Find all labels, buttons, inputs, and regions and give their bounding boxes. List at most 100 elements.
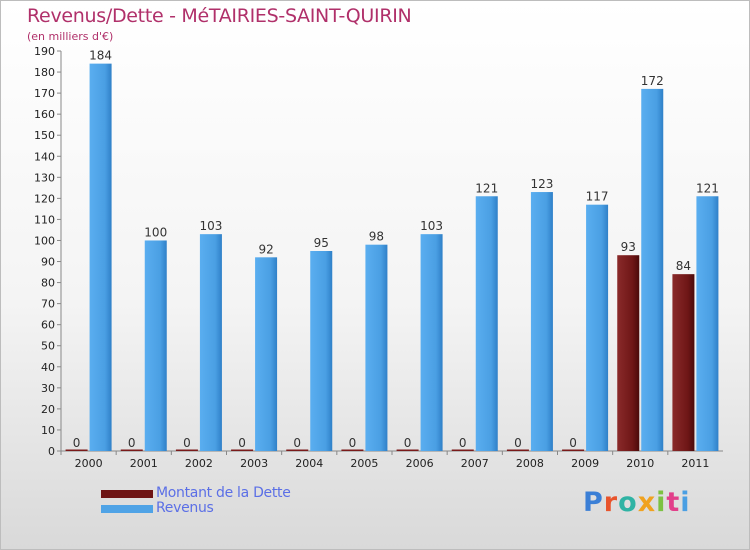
data-label-dette: 0 — [459, 436, 467, 450]
data-label-dette: 93 — [621, 240, 636, 254]
chart-title: Revenus/Dette - MéTAIRIES-SAINT-QUIRIN — [27, 5, 412, 27]
logo-letter: t — [666, 487, 681, 518]
data-label-revenus: 95 — [314, 236, 329, 250]
legend-label-revenus: Revenus — [156, 500, 214, 516]
data-label-dette: 0 — [293, 436, 301, 450]
bar-dette — [506, 449, 529, 451]
bar-dette — [231, 449, 254, 451]
x-axis-ticks: 2000 2001 2002 2003 2004 2005 2006 2007 2008 2009… — [60, 451, 709, 470]
bar-revenus — [89, 63, 112, 451]
bar-dette — [451, 449, 474, 451]
x-tick-label: 2001 — [130, 457, 158, 470]
bar-dette — [341, 449, 364, 451]
data-label-dette: 0 — [73, 436, 81, 450]
bar-dette — [286, 449, 309, 451]
y-tick-label: 190 — [34, 45, 55, 58]
bar-revenus — [586, 204, 609, 451]
data-label-revenus: 172 — [641, 74, 664, 88]
y-tick-label: 160 — [34, 108, 55, 121]
y-tick-label: 140 — [34, 150, 55, 163]
bar-revenus — [199, 234, 222, 451]
y-tick-label: 80 — [41, 277, 55, 290]
bar-revenus — [310, 251, 333, 451]
y-tick-label: 70 — [41, 298, 55, 311]
y-tick-label: 40 — [41, 361, 55, 374]
data-label-revenus: 100 — [144, 225, 167, 239]
y-tick-label: 150 — [34, 129, 55, 142]
legend-swatch-dette — [101, 490, 153, 498]
y-tick-label: 120 — [34, 192, 55, 205]
x-tick-label: 2005 — [350, 457, 378, 470]
data-label-revenus: 123 — [530, 177, 553, 191]
data-label-dette: 0 — [349, 436, 357, 450]
x-tick-label: 2007 — [461, 457, 489, 470]
x-tick-label: 2008 — [516, 457, 544, 470]
data-label-dette: 84 — [676, 259, 691, 273]
y-tick-label: 50 — [41, 340, 55, 353]
proxiti-logo: Proxiti — [583, 487, 691, 518]
legend-label-dette: Montant de la Dette — [156, 485, 291, 501]
y-tick-label: 170 — [34, 87, 55, 100]
bar-dette — [672, 274, 695, 451]
data-label-dette: 0 — [183, 436, 191, 450]
x-tick-label: 2004 — [295, 457, 323, 470]
bar-revenus — [641, 88, 664, 451]
logo-letter: P — [583, 487, 604, 518]
bar-dette — [396, 449, 419, 451]
y-tick-label: 100 — [34, 234, 55, 247]
bar-revenus — [475, 196, 498, 451]
x-tick-label: 2010 — [626, 457, 654, 470]
bar-revenus — [255, 257, 278, 451]
logo-letter: i — [680, 487, 691, 518]
data-label-dette: 0 — [569, 436, 577, 450]
data-label-dette: 0 — [404, 436, 412, 450]
y-tick-label: 20 — [41, 403, 55, 416]
x-tick-label: 2002 — [185, 457, 213, 470]
x-tick-label: 2009 — [571, 457, 599, 470]
bar-dette — [65, 449, 88, 451]
data-label-revenus: 184 — [89, 49, 112, 63]
x-tick-label: 2011 — [681, 457, 709, 470]
data-label-revenus: 121 — [475, 181, 498, 195]
bar-revenus — [420, 234, 443, 451]
y-tick-label: 130 — [34, 171, 55, 184]
logo-letter: x — [637, 487, 657, 518]
data-label-dette: 0 — [514, 436, 522, 450]
y-axis-ticks: 0 10 20 30 40 50 60 70 80 90 100 110 120 130 140 150 160… — [34, 45, 61, 458]
logo-letter: r — [603, 487, 619, 518]
bar-dette — [120, 449, 143, 451]
y-tick-label: 10 — [41, 424, 55, 437]
x-tick-label: 2006 — [406, 457, 434, 470]
x-tick-label: 2000 — [75, 457, 103, 470]
y-tick-label: 90 — [41, 256, 55, 269]
bars-group — [65, 63, 719, 452]
y-tick-label: 0 — [48, 445, 55, 458]
legend-swatch-revenus — [101, 505, 153, 513]
data-label-revenus: 92 — [258, 242, 273, 256]
chart-subtitle: (en milliers d'€) — [27, 30, 114, 43]
bar-revenus — [696, 196, 719, 451]
bar-dette — [562, 449, 585, 451]
data-label-dette: 0 — [238, 436, 246, 450]
y-tick-label: 110 — [34, 213, 55, 226]
bar-revenus — [365, 244, 388, 451]
data-label-dette: 0 — [128, 436, 136, 450]
bar-chart: 0 10 20 30 40 50 60 70 80 90 100 110 120 130 140 150 160… — [34, 45, 723, 470]
data-label-revenus: 103 — [420, 219, 443, 233]
logo-letter: o — [618, 487, 638, 518]
bar-dette — [175, 449, 198, 451]
bar-revenus — [530, 192, 553, 452]
data-label-revenus: 103 — [199, 219, 222, 233]
x-tick-label: 2003 — [240, 457, 268, 470]
y-tick-label: 30 — [41, 382, 55, 395]
logo-letter: i — [656, 487, 667, 518]
data-label-revenus: 98 — [369, 230, 384, 244]
y-tick-label: 180 — [34, 66, 55, 79]
bar-dette — [617, 255, 640, 451]
data-label-revenus: 117 — [586, 190, 609, 204]
bar-revenus — [144, 240, 167, 451]
data-labels-group: 0 184 0 100 0 103 0 92 0 95 0 98 0 103 0 121 0 123 0 117 93 1… — [73, 49, 719, 450]
data-label-revenus: 121 — [696, 181, 719, 195]
y-tick-label: 60 — [41, 319, 55, 332]
